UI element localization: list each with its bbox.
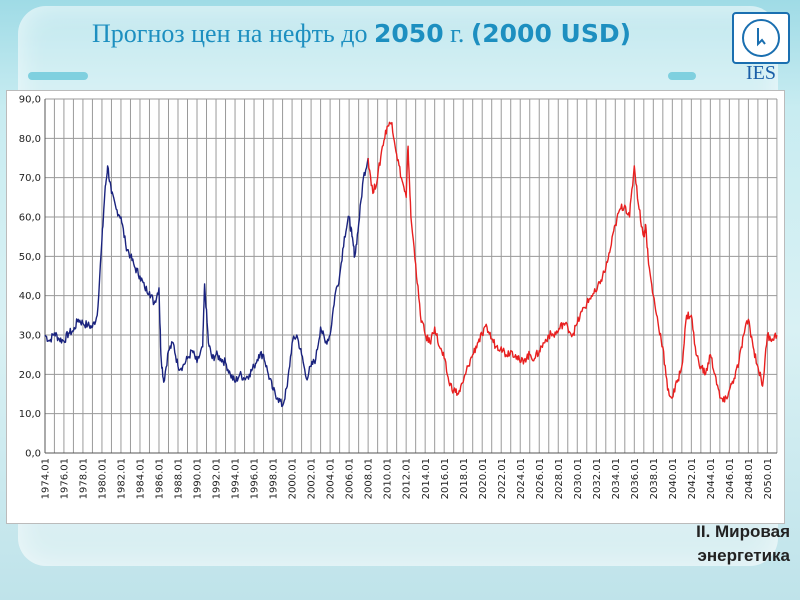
x-tick-label: 2000.01 — [288, 458, 299, 499]
x-tick-label: 2044.01 — [706, 458, 717, 499]
x-tick-label: 2012.01 — [402, 458, 413, 499]
ies-logo: IES — [732, 12, 790, 92]
x-tick-label: 2016.01 — [440, 458, 451, 499]
title-year: 2050 — [374, 19, 444, 48]
x-tick-label: 2028.01 — [554, 458, 565, 499]
x-tick-label: 2050.01 — [763, 458, 774, 499]
y-tick-label: 50,0 — [19, 252, 41, 263]
x-tick-label: 1974.01 — [41, 458, 52, 499]
x-tick-label: 1980.01 — [98, 458, 109, 499]
x-tick-label: 2038.01 — [649, 458, 660, 499]
x-tick-label: 2040.01 — [668, 458, 679, 499]
x-tick-label: 2034.01 — [611, 458, 622, 499]
section-caption: II. Мировая энергетика — [640, 520, 790, 568]
oil-price-chart: 0,0 10,0 20,0 30,0 40,0 50,0 60,0 70,0 80,0 90,0 1… — [19, 95, 778, 499]
chart-frame: 0,0 10,0 20,0 30,0 40,0 50,0 60,0 70,0 80,0 90,0 1… — [6, 90, 785, 524]
x-tick-label: 2046.01 — [725, 458, 736, 499]
x-tick-label: 1984.01 — [136, 458, 147, 499]
x-tick-label: 2008.01 — [364, 458, 375, 499]
x-tick-label: 2002.01 — [307, 458, 318, 499]
x-tick-label: 2036.01 — [630, 458, 641, 499]
forecast-price-line — [367, 121, 778, 403]
decor-stripe-left — [28, 72, 88, 80]
caption-line1: II. Мировая — [696, 522, 790, 541]
logo-emblem — [732, 12, 790, 64]
x-tick-label: 2024.01 — [516, 458, 527, 499]
x-tick-label: 2042.01 — [687, 458, 698, 499]
y-tick-label: 20,0 — [19, 370, 41, 381]
y-tick-label: 0,0 — [25, 449, 41, 460]
x-tick-label: 1994.01 — [231, 458, 242, 499]
x-tick-label: 2026.01 — [535, 458, 546, 499]
y-tick-label: 70,0 — [19, 173, 41, 184]
x-tick-label: 2014.01 — [421, 458, 432, 499]
x-tick-label: 2006.01 — [345, 458, 356, 499]
clock-icon — [742, 19, 780, 57]
x-tick-label: 2020.01 — [478, 458, 489, 499]
slide-title: Прогноз цен на нефть до 2050 г. (2000 US… — [92, 16, 692, 51]
historical-price-line — [44, 157, 369, 408]
x-tick-label: 2004.01 — [326, 458, 337, 499]
x-tick-label: 1996.01 — [250, 458, 261, 499]
logo-text: IES — [746, 62, 776, 84]
decor-stripe-right — [668, 72, 696, 80]
title-text-part1: Прогноз цен на нефть до — [92, 19, 375, 48]
x-tick-label: 1988.01 — [174, 458, 185, 499]
x-tick-label: 2030.01 — [573, 458, 584, 499]
x-tick-label: 1992.01 — [212, 458, 223, 499]
x-tick-label: 2010.01 — [383, 458, 394, 499]
title-text-part2: г. — [443, 19, 471, 48]
x-tick-label: 2048.01 — [744, 458, 755, 499]
y-tick-label: 40,0 — [19, 291, 41, 302]
x-tick-label: 1978.01 — [79, 458, 90, 499]
x-tick-label: 1976.01 — [60, 458, 71, 499]
y-tick-label: 90,0 — [19, 95, 41, 106]
x-tick-label: 1986.01 — [155, 458, 166, 499]
y-tick-label: 30,0 — [19, 331, 41, 342]
x-tick-label: 2032.01 — [592, 458, 603, 499]
x-tick-label: 2018.01 — [459, 458, 470, 499]
y-tick-label: 10,0 — [19, 409, 41, 420]
x-tick-label: 1982.01 — [117, 458, 128, 499]
x-tick-label: 1990.01 — [193, 458, 204, 499]
x-tick-label: 2022.01 — [497, 458, 508, 499]
y-tick-label: 60,0 — [19, 213, 41, 224]
title-currency: (2000 USD) — [470, 19, 632, 48]
x-tick-label: 1998.01 — [269, 458, 280, 499]
caption-line2: энергетика — [697, 546, 790, 565]
y-tick-label: 80,0 — [19, 134, 41, 145]
